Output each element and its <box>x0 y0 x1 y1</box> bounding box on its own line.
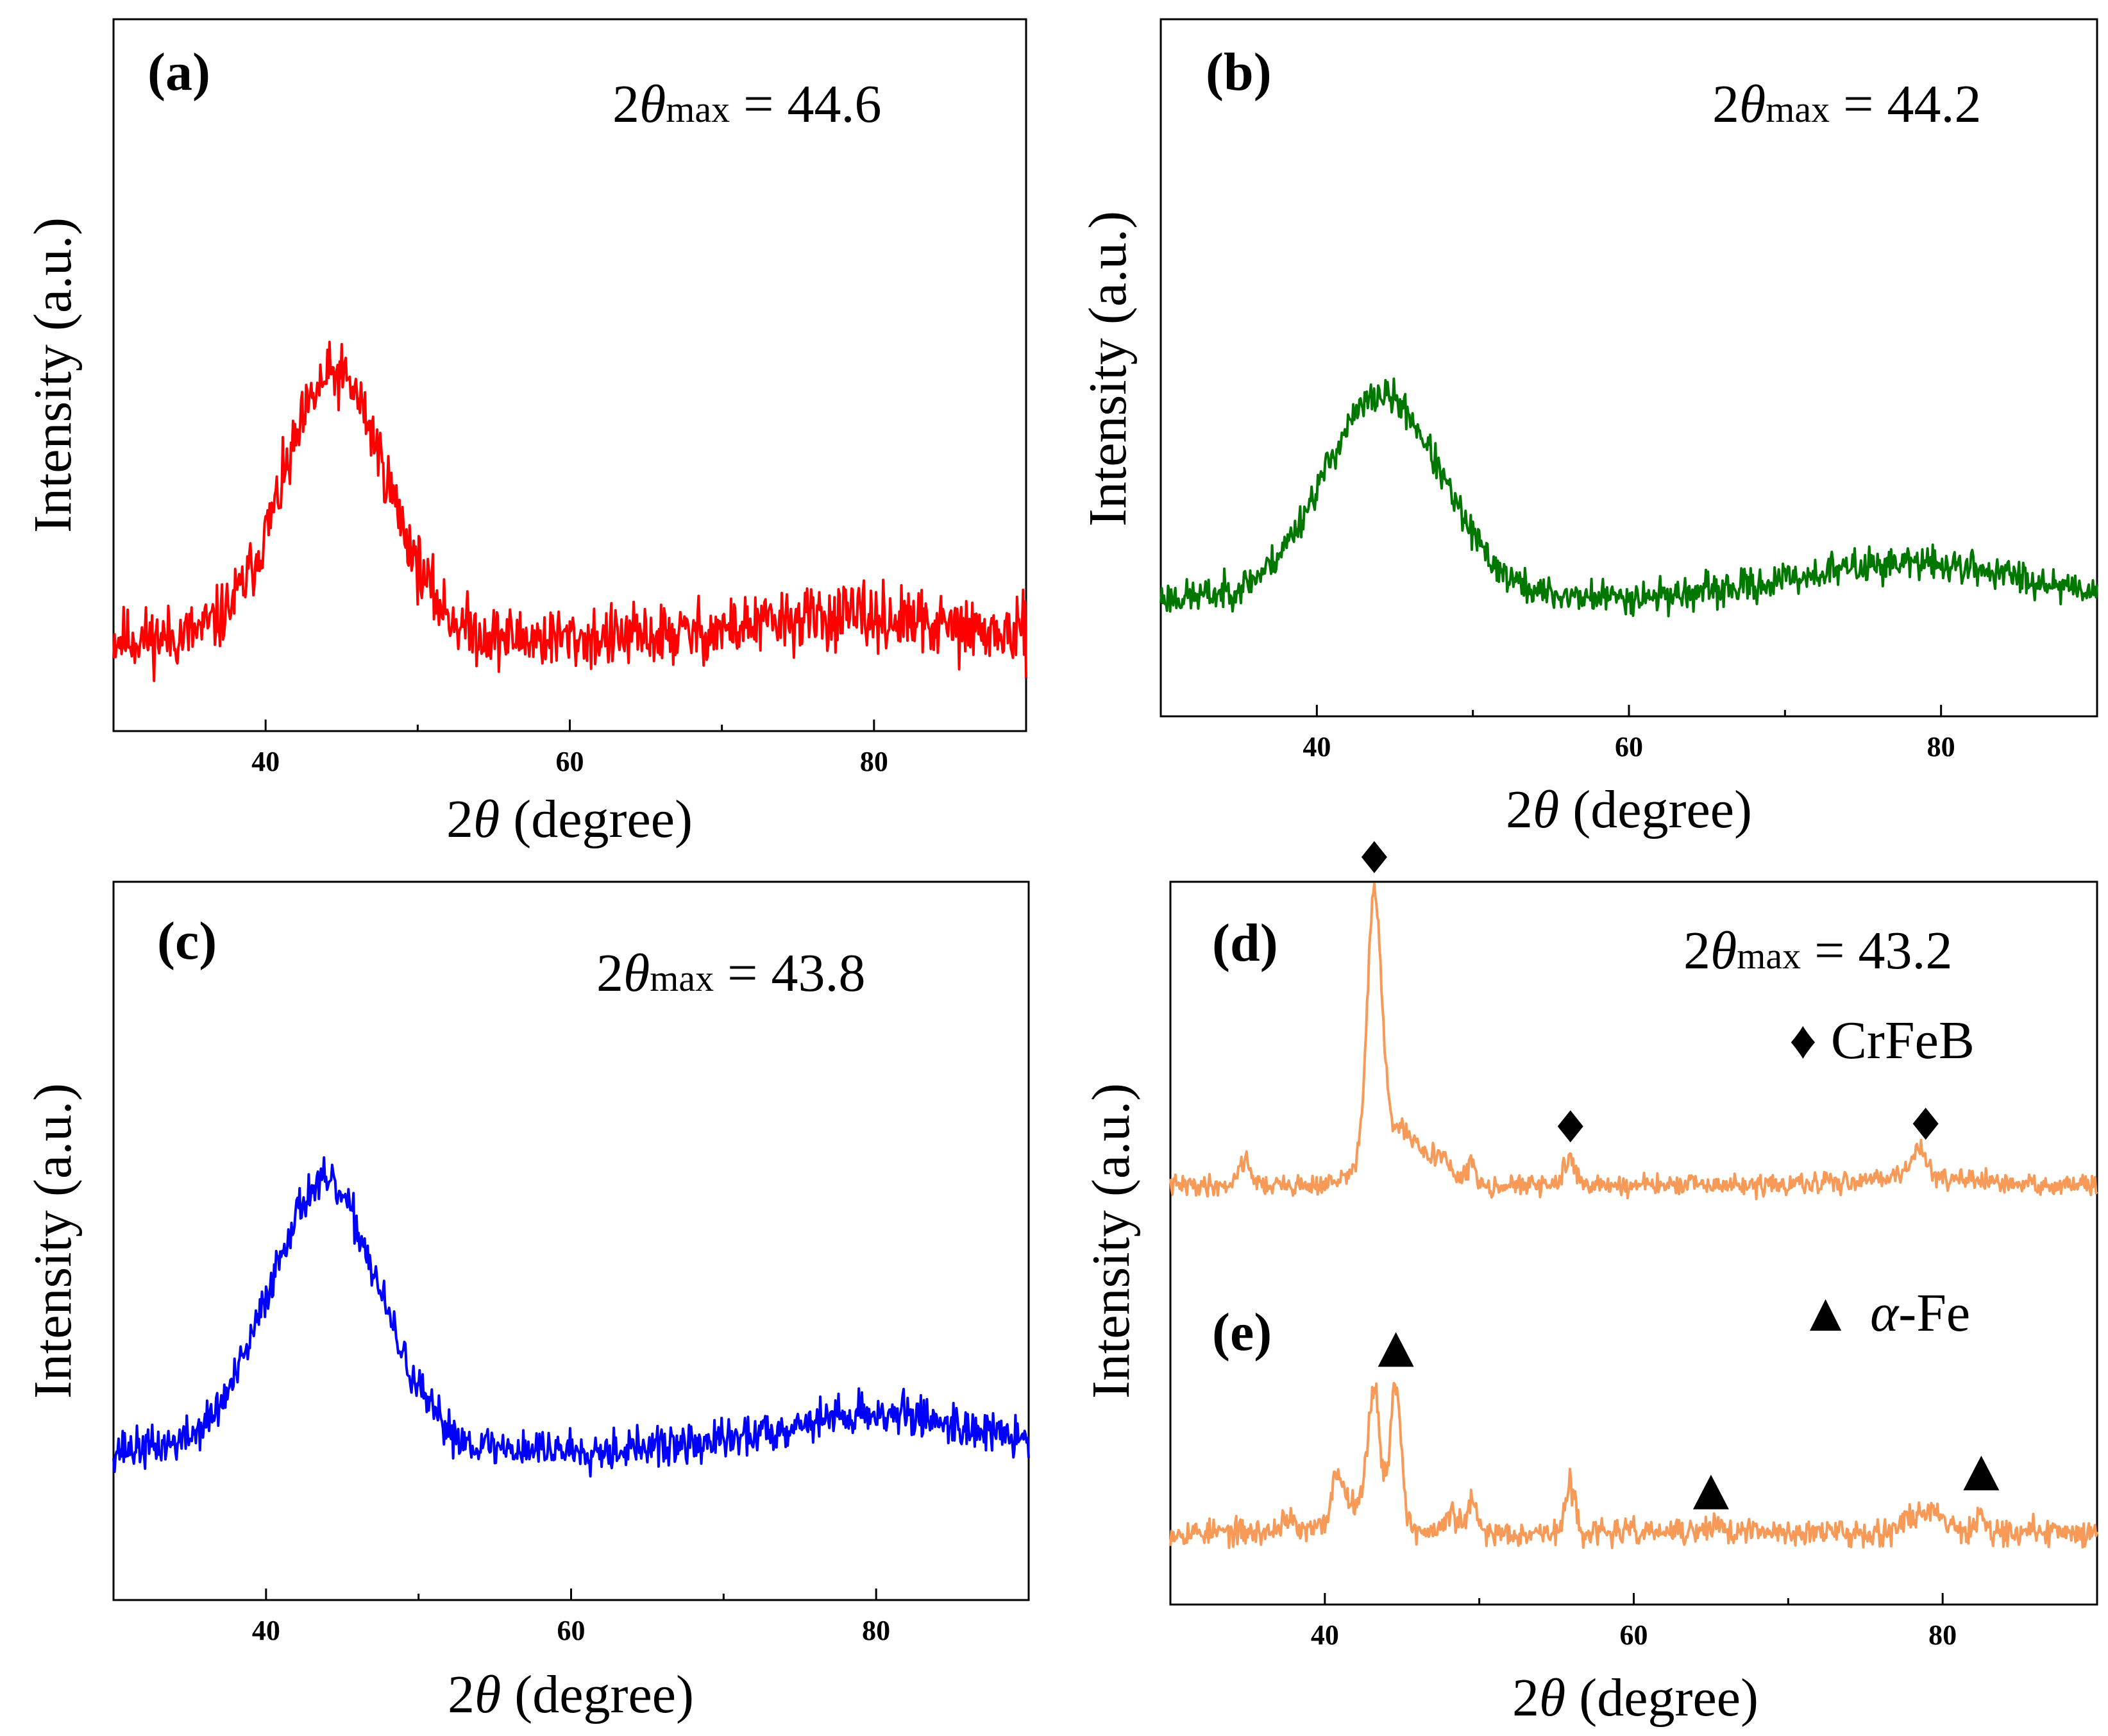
crfeb-diamond-marker <box>1361 841 1387 873</box>
legend-crfeb: ♦ CrFeB <box>1789 1011 1975 1070</box>
panel-label: (a) <box>148 42 210 102</box>
x-tick-label: 60 <box>1620 1619 1648 1651</box>
x-tick-label: 80 <box>1927 731 1955 763</box>
series-line-c <box>112 1156 1030 1478</box>
series-line-d <box>1169 882 2098 1201</box>
x-tick-label: 60 <box>556 746 584 777</box>
y-axis-label: Intensity (a.u.) <box>23 1083 83 1399</box>
x-ticks: 40 60 80 <box>251 720 888 777</box>
series-line-b <box>1159 377 2098 618</box>
plot-frame <box>112 881 1030 1601</box>
y-axis-label: Intensity (a.u.) <box>23 217 83 533</box>
panel-label: (c) <box>157 911 217 971</box>
alpha-fe-triangle-marker <box>1692 1474 1729 1510</box>
panel-b: 40 60 80 (b) 2θmax = 44.2 2θ (degree) Inte… <box>1078 18 2098 839</box>
x-tick-label: 60 <box>557 1615 586 1646</box>
x-tick-label: 80 <box>860 746 888 777</box>
series-line-a <box>112 341 1027 682</box>
plot-frame <box>1169 881 2098 1606</box>
peak-annotation: 2θmax = 43.2 <box>1683 921 1953 981</box>
panel-label: (b) <box>1206 42 1272 102</box>
x-ticks: 40 60 80 <box>252 1589 890 1646</box>
x-tick-label: 40 <box>252 1615 280 1646</box>
y-axis-label: Intensity (a.u.) <box>1081 1083 1141 1399</box>
legend-alpha-fe: ▲ α-Fe <box>1799 1283 1970 1343</box>
x-tick-label: 80 <box>1928 1619 1957 1651</box>
y-axis-label: Intensity (a.u.) <box>1078 211 1138 527</box>
peak-annotation: 2θmax = 43.8 <box>596 943 866 1003</box>
x-ticks: 40 60 80 <box>1311 1593 1957 1651</box>
x-ticks: 40 60 80 <box>1303 705 1955 763</box>
x-tick-label: 60 <box>1615 731 1643 763</box>
phase-markers <box>1361 841 2000 1510</box>
crfeb-diamond-marker <box>1912 1108 1939 1140</box>
x-axis-label: 2θ (degree) <box>448 1665 694 1724</box>
panel-label-e: (e) <box>1212 1302 1272 1362</box>
crfeb-diamond-marker <box>1557 1110 1583 1143</box>
panel-c: 40 60 80 (c) 2θmax = 43.8 2θ (degree) Inte… <box>23 881 1030 1724</box>
x-axis-label: 2θ (degree) <box>1506 780 1752 839</box>
alpha-fe-triangle-marker <box>1963 1455 2000 1490</box>
x-tick-label: 80 <box>862 1615 890 1646</box>
peak-annotation: 2θmax = 44.6 <box>612 74 882 134</box>
alpha-fe-triangle-marker <box>1378 1332 1414 1367</box>
x-axis-label: 2θ (degree) <box>1512 1668 1758 1728</box>
x-tick-label: 40 <box>1311 1619 1339 1651</box>
series-line-e <box>1169 1381 2098 1549</box>
x-tick-label: 40 <box>1303 731 1331 763</box>
panel-a: 40 60 80 (a) 2θmax = 44.6 2θ (degree) Inte… <box>23 18 1027 849</box>
panel-d-e: 40 60 80 (d) (e) 2θmax = 43.2 ♦ CrFeB ▲ α-Fe… <box>1081 841 2098 1728</box>
panel-label-d: (d) <box>1212 913 1278 973</box>
x-axis-label: 2θ (degree) <box>446 789 693 849</box>
peak-annotation: 2θmax = 44.2 <box>1712 74 1982 134</box>
x-tick-label: 40 <box>251 746 280 777</box>
